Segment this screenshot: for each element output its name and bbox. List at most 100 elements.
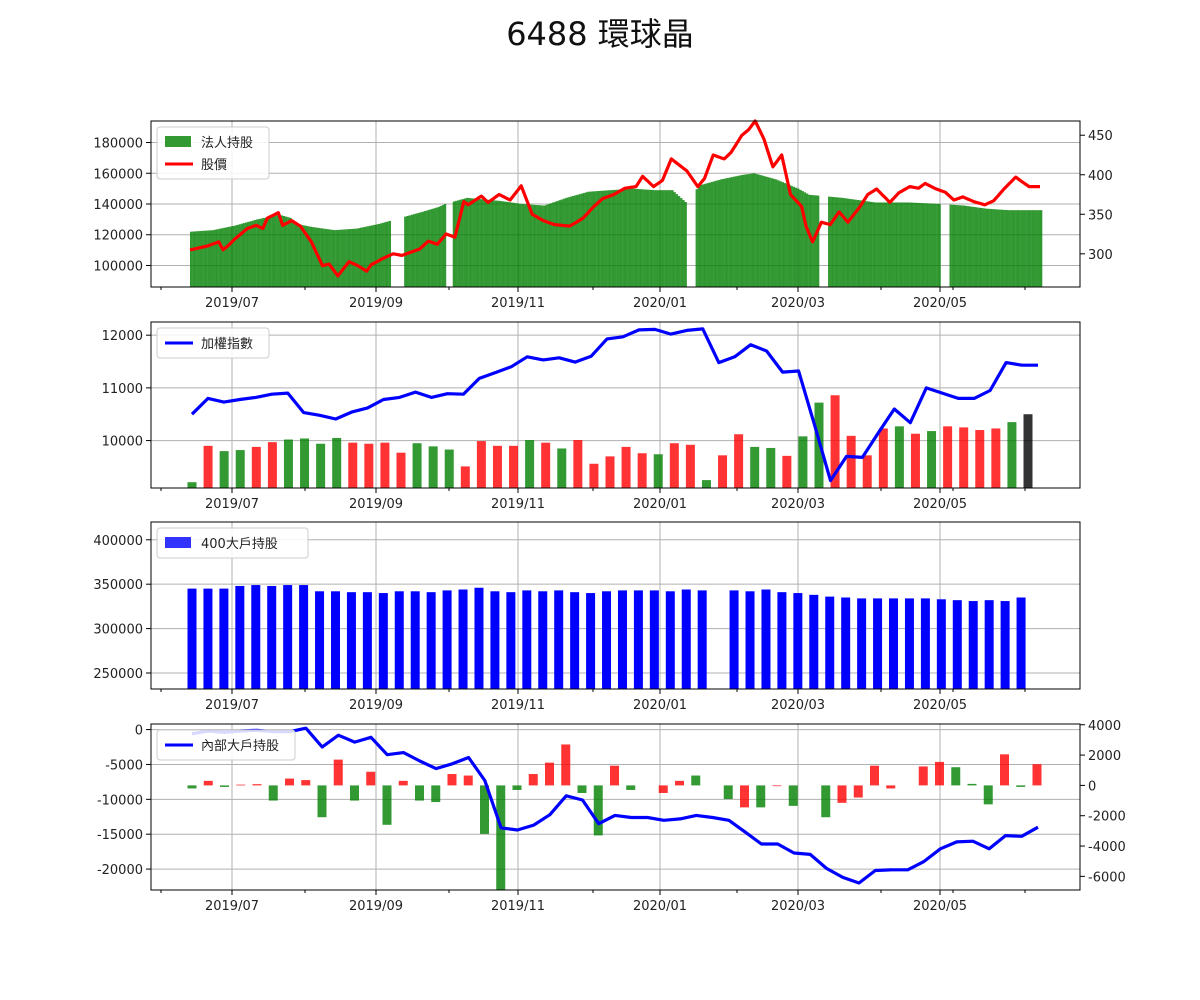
major-holder-bar bbox=[474, 587, 484, 689]
institutional-holding-bar bbox=[459, 199, 462, 287]
volume-bar bbox=[219, 451, 229, 488]
institutional-holding-bar bbox=[492, 200, 495, 287]
institutional-holding-bar bbox=[781, 182, 785, 287]
institutional-holding-bar bbox=[627, 188, 630, 287]
insider-change-bar bbox=[691, 775, 701, 786]
y-tick-label: 2000 bbox=[1088, 749, 1121, 764]
major-holder-bar bbox=[697, 590, 707, 689]
institutional-holding-bar bbox=[865, 201, 868, 287]
institutional-holding-bar bbox=[543, 205, 546, 287]
institutional-holding-bar bbox=[953, 204, 957, 287]
institutional-holding-bar bbox=[655, 190, 659, 287]
major-holder-bar bbox=[841, 597, 851, 689]
insider-change-bar bbox=[577, 785, 587, 793]
insider-change-bar bbox=[528, 774, 538, 786]
x-tick-label: 2019/07 bbox=[205, 296, 259, 311]
institutional-holding-bar bbox=[236, 224, 239, 287]
major-holder-bar bbox=[793, 593, 803, 689]
institutional-holding-bar bbox=[340, 229, 343, 287]
volume-bar bbox=[959, 427, 969, 488]
institutional-holding-bar bbox=[329, 229, 332, 287]
institutional-holding-bar bbox=[761, 175, 765, 287]
x-tick-label: 2020/05 bbox=[913, 497, 967, 512]
y-tick-label: 4000 bbox=[1088, 719, 1121, 734]
institutional-holding-bar bbox=[741, 174, 745, 287]
institutional-holding-bar bbox=[238, 224, 241, 287]
insider-change-bar bbox=[350, 785, 359, 801]
y-tick-label: -4000 bbox=[1088, 840, 1126, 855]
institutional-holding-bar bbox=[196, 231, 199, 287]
panel-2: 2019/07 2019/09 2019/11 2020/01 2020/03 2020/… bbox=[102, 321, 1081, 512]
major-holder-bar bbox=[187, 588, 197, 689]
institutional-holding-bar bbox=[600, 190, 603, 287]
institutional-holding-bar bbox=[578, 194, 581, 287]
institutional-holding-bar bbox=[220, 228, 224, 287]
institutional-holding-bar bbox=[276, 215, 279, 287]
volume-bar bbox=[750, 446, 760, 488]
institutional-holding-bar bbox=[620, 189, 623, 287]
institutional-holding-bar bbox=[779, 181, 782, 287]
institutional-holding-bar bbox=[594, 191, 597, 287]
volume-bar bbox=[589, 463, 599, 488]
institutional-holding-bar bbox=[371, 225, 374, 287]
institutional-holding-bar bbox=[929, 203, 932, 287]
x-tick-label: 2020/01 bbox=[633, 497, 687, 512]
major-holder-bar bbox=[665, 591, 675, 689]
x-tick-label: 2019/09 bbox=[349, 296, 403, 311]
volume-bar bbox=[203, 445, 213, 488]
volume-bar bbox=[669, 443, 679, 488]
volume-bar bbox=[476, 441, 486, 488]
institutional-holding-bar bbox=[406, 215, 409, 287]
institutional-holding-bar bbox=[269, 216, 272, 287]
institutional-holding-bar bbox=[711, 181, 714, 287]
institutional-holding-bar bbox=[801, 191, 804, 287]
legend-label: 400大戶持股 bbox=[201, 537, 278, 552]
institutional-holding-bar bbox=[289, 217, 292, 287]
institutional-holding-bar bbox=[759, 175, 762, 287]
x-tick-label: 2019/09 bbox=[349, 497, 403, 512]
institutional-holding-bar bbox=[817, 195, 820, 287]
institutional-holding-bar bbox=[214, 229, 217, 287]
institutional-holding-bar bbox=[896, 202, 899, 287]
institutional-holding-bar bbox=[885, 202, 888, 287]
institutional-holding-bar bbox=[927, 203, 930, 287]
insider-change-bar bbox=[967, 783, 977, 786]
institutional-holding-bar bbox=[190, 231, 193, 287]
institutional-holding-bar bbox=[766, 176, 769, 287]
y-tick-label: 400000 bbox=[93, 534, 143, 549]
x-tick-label: 2020/03 bbox=[771, 899, 825, 914]
institutional-holding-bar bbox=[847, 198, 851, 287]
major-holder-bar bbox=[394, 591, 404, 689]
insider-change-bar bbox=[675, 780, 684, 786]
institutional-holding-bar bbox=[507, 202, 511, 287]
institutional-holding-bar bbox=[348, 229, 352, 287]
volume-bar bbox=[251, 446, 261, 488]
volume-bar bbox=[605, 456, 615, 488]
x-tick-label: 2019/11 bbox=[491, 497, 545, 512]
institutional-holding-bar bbox=[876, 202, 879, 287]
institutional-holding-bar bbox=[366, 226, 369, 287]
institutional-holding-bar bbox=[684, 202, 687, 287]
volume-bar bbox=[943, 426, 953, 488]
institutional-holding-bar bbox=[726, 178, 729, 287]
insider-change-bar bbox=[772, 785, 782, 787]
institutional-holding-bar bbox=[958, 205, 961, 287]
major-holder-bar bbox=[729, 590, 739, 689]
institutional-holding-bar bbox=[662, 190, 665, 287]
institutional-holding-bar bbox=[534, 204, 537, 287]
volume-bar bbox=[267, 442, 277, 488]
x-tick-label: 2020/01 bbox=[633, 296, 687, 311]
legend-label: 內部大戶持股 bbox=[201, 739, 279, 754]
institutional-holding-bar bbox=[786, 184, 789, 287]
insider-change-bar bbox=[756, 785, 766, 808]
institutional-holding-bar bbox=[733, 176, 736, 287]
major-holder-bar bbox=[235, 585, 245, 689]
institutional-holding-bar bbox=[777, 180, 780, 287]
insider-change-bar bbox=[187, 785, 197, 789]
volume-bar bbox=[1007, 422, 1017, 488]
panels: 2019/07 2019/09 2019/11 2020/01 2020/03 2020/… bbox=[93, 119, 1126, 914]
institutional-holding-bar bbox=[373, 224, 376, 287]
institutional-holding-bar bbox=[342, 229, 345, 287]
institutional-holding-bar bbox=[772, 178, 776, 287]
insider-change-bar bbox=[1032, 764, 1042, 786]
